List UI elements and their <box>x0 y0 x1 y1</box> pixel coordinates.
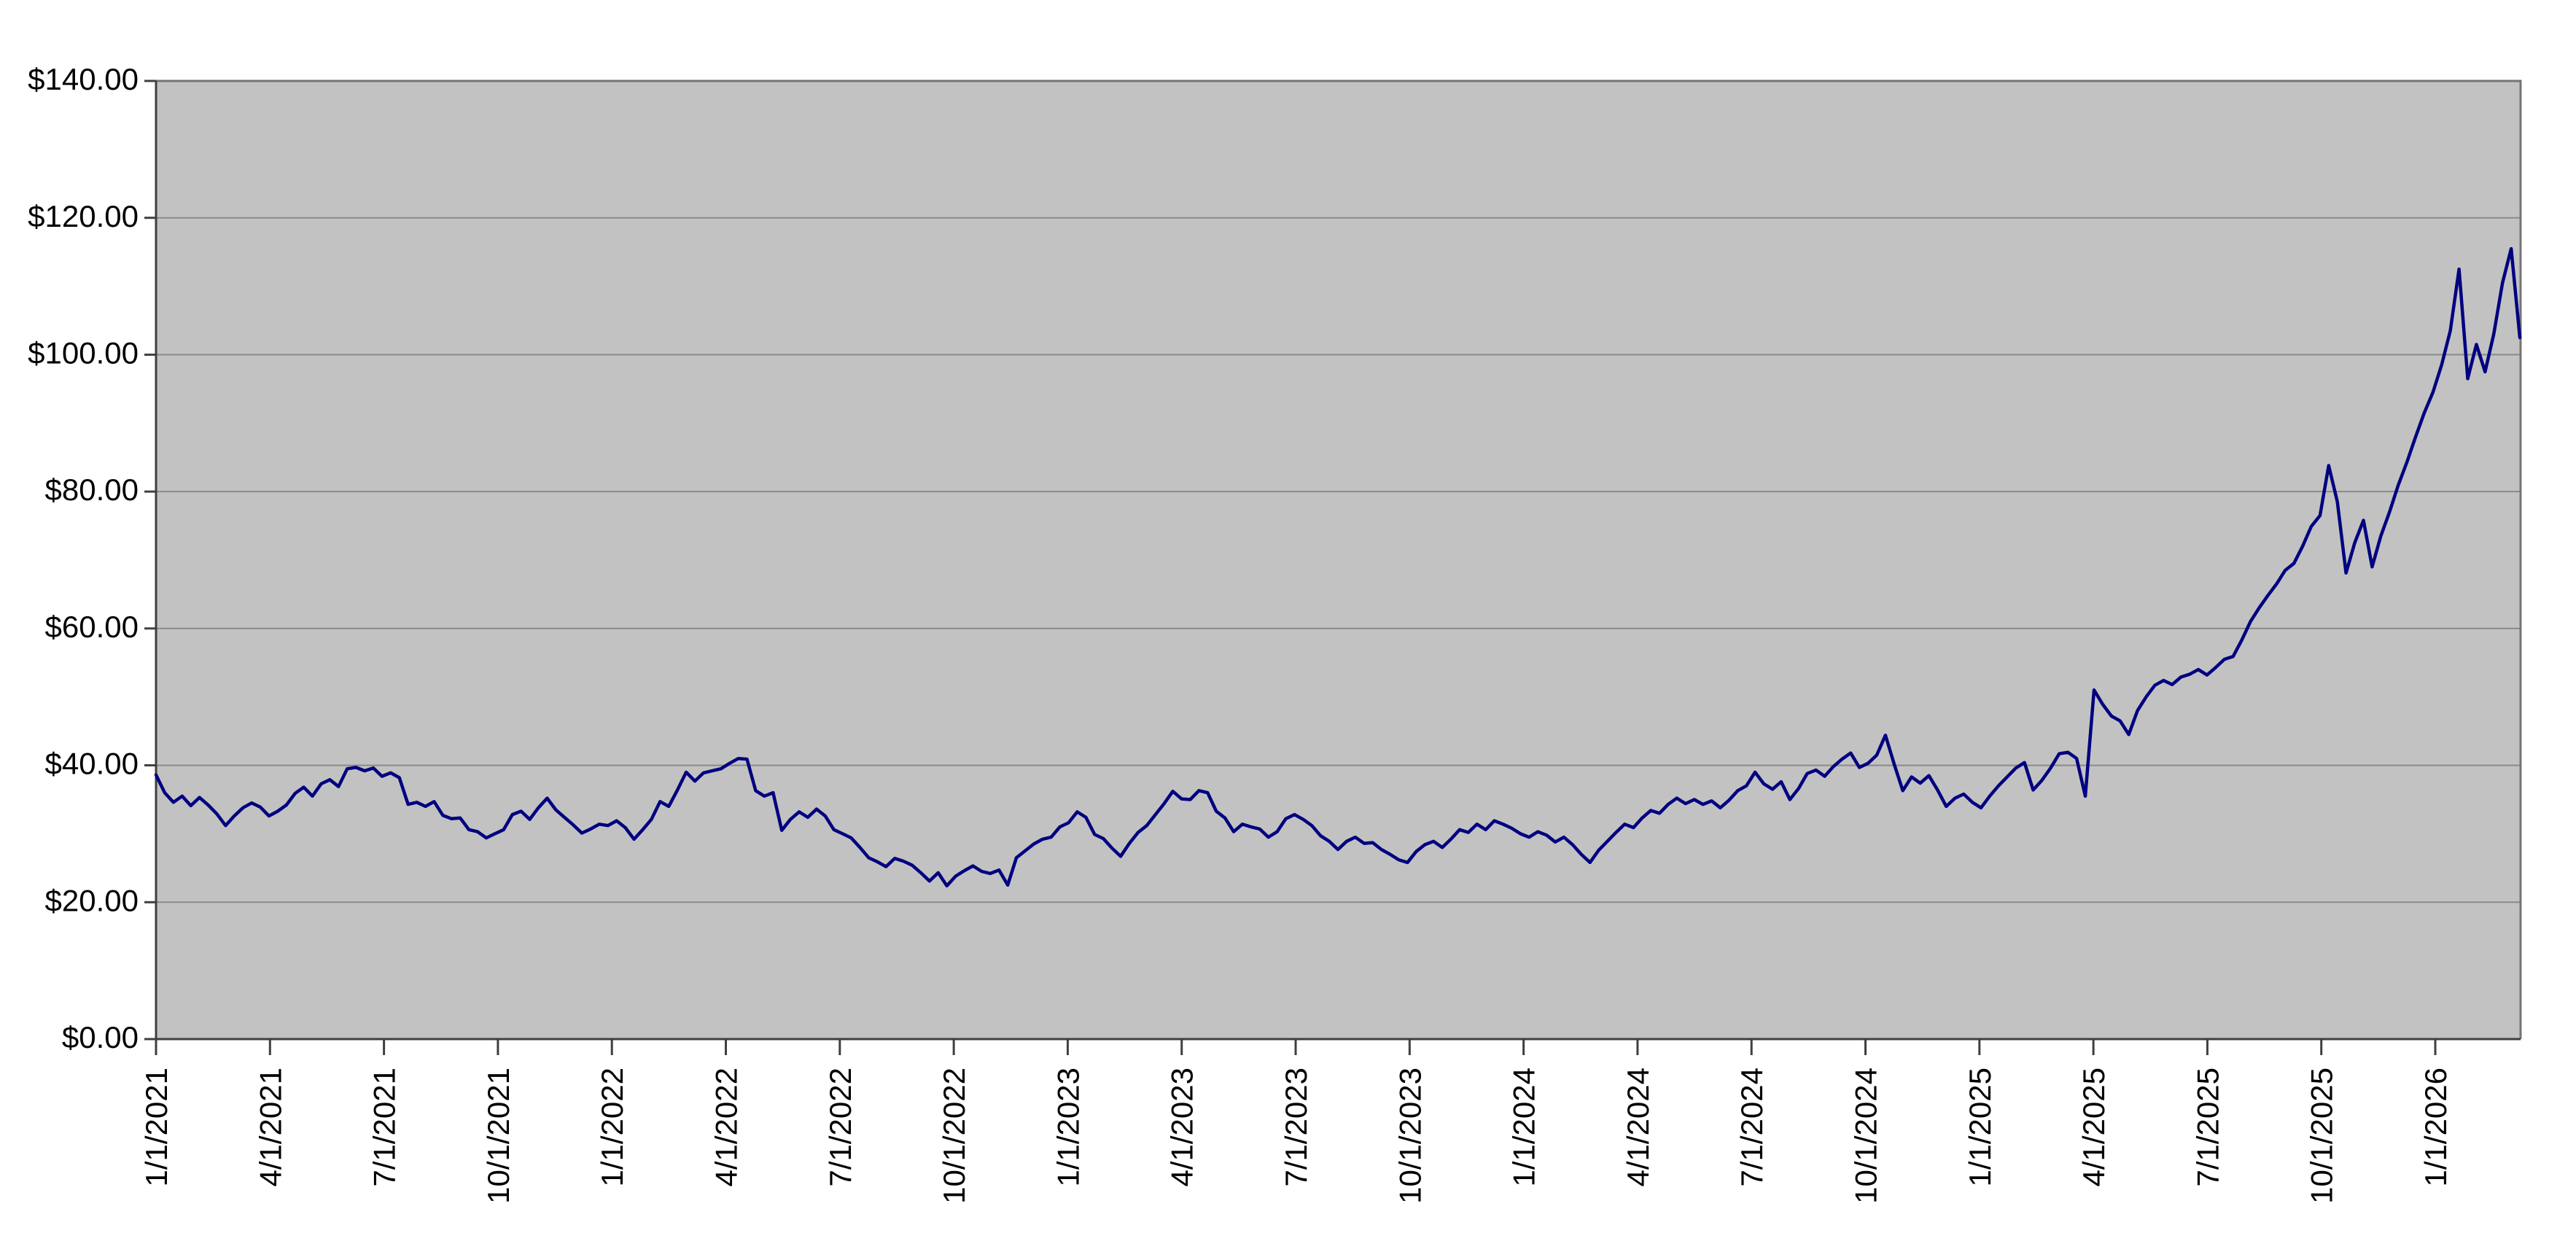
y-axis-label: $60.00 <box>45 610 139 644</box>
x-axis-label: 4/1/2024 <box>1621 1068 1655 1187</box>
y-axis-label: $40.00 <box>45 747 139 781</box>
x-axis-label: 7/1/2025 <box>2190 1068 2225 1187</box>
y-axis-label: $80.00 <box>45 473 139 507</box>
x-axis-label: 10/1/2023 <box>1393 1068 1427 1204</box>
x-axis-label: 7/1/2024 <box>1735 1068 1769 1187</box>
x-axis-label: 4/1/2023 <box>1165 1068 1199 1187</box>
y-axis-label: $20.00 <box>45 883 139 917</box>
x-axis-label: 4/1/2022 <box>709 1068 744 1187</box>
plot-frame <box>156 79 2522 1039</box>
x-axis-label: 4/1/2025 <box>2077 1068 2111 1187</box>
y-axis-label: $120.00 <box>28 199 139 233</box>
x-axis-label: 10/1/2021 <box>481 1068 515 1204</box>
x-axis-label: 1/1/2021 <box>139 1068 174 1187</box>
x-axis-label: 4/1/2021 <box>253 1068 287 1187</box>
x-axis-label: 1/1/2024 <box>1507 1068 1541 1187</box>
y-axis-label: $0.00 <box>62 1020 139 1054</box>
x-axis-label: 10/1/2024 <box>1849 1068 1883 1204</box>
x-axis-label: 7/1/2023 <box>1279 1068 1313 1187</box>
x-axis-label: 1/1/2026 <box>2419 1068 2453 1187</box>
x-axis-label: 7/1/2021 <box>367 1068 402 1187</box>
y-axis-label: $140.00 <box>28 62 139 96</box>
x-axis-label: 1/1/2025 <box>1963 1068 1997 1187</box>
x-axis-label: 1/1/2023 <box>1051 1068 1085 1187</box>
price-line-series <box>154 246 2522 888</box>
x-axis-label: 7/1/2022 <box>823 1068 857 1187</box>
plot-area <box>156 81 2521 1039</box>
x-axis-label: 1/1/2022 <box>595 1068 629 1187</box>
x-axis-label: 10/1/2025 <box>2305 1068 2339 1204</box>
y-axis-label: $100.00 <box>28 336 139 370</box>
x-axis-label: 10/1/2022 <box>937 1068 971 1204</box>
